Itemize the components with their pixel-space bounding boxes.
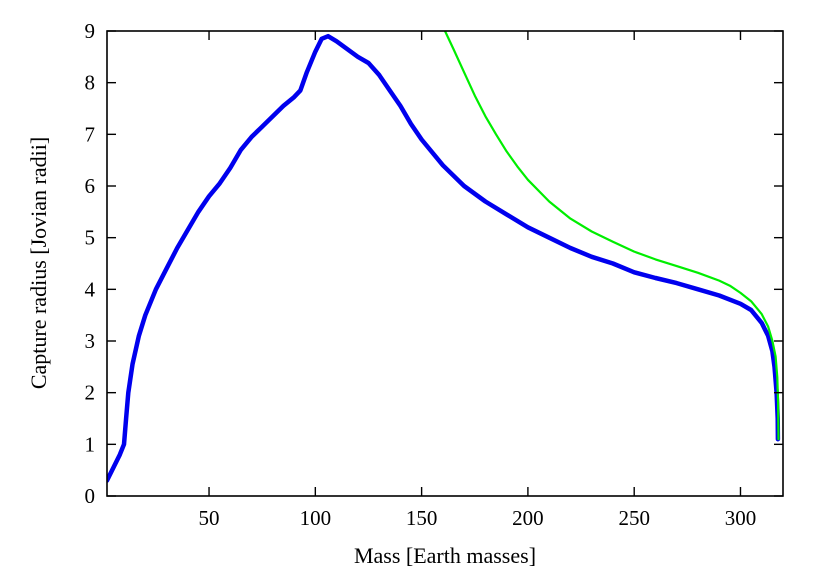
x-tick-label: 250 xyxy=(618,506,650,530)
x-tick-label: 50 xyxy=(199,506,220,530)
x-tick-label: 150 xyxy=(406,506,438,530)
series-line-2 xyxy=(443,31,780,441)
y-tick-label: 1 xyxy=(85,432,96,456)
plot-frame xyxy=(106,30,784,497)
y-tick-label: 8 xyxy=(85,71,96,95)
y-tick-label: 4 xyxy=(85,277,96,301)
x-tick-label: 200 xyxy=(512,506,544,530)
y-tick-label: 6 xyxy=(85,174,96,198)
plot-content xyxy=(107,31,781,483)
y-tick-label: 2 xyxy=(85,381,96,405)
y-tick-label: 3 xyxy=(85,329,96,353)
y-tick-label: 7 xyxy=(85,122,96,146)
y-tick-label: 0 xyxy=(85,484,96,508)
y-axis-label: Capture radius [Jovian radii] xyxy=(26,137,51,389)
x-axis-label: Mass [Earth masses] xyxy=(354,543,536,568)
x-tick-label: 100 xyxy=(300,506,332,530)
ticks-layer: 50 100 150 200 250 300 0 1 2 3 4 5 6 7 8 9 xyxy=(85,19,783,530)
series-line-1 xyxy=(107,33,781,483)
x-tick-label: 300 xyxy=(725,506,757,530)
y-tick-label: 9 xyxy=(85,19,96,43)
y-tick-label: 5 xyxy=(85,226,96,250)
